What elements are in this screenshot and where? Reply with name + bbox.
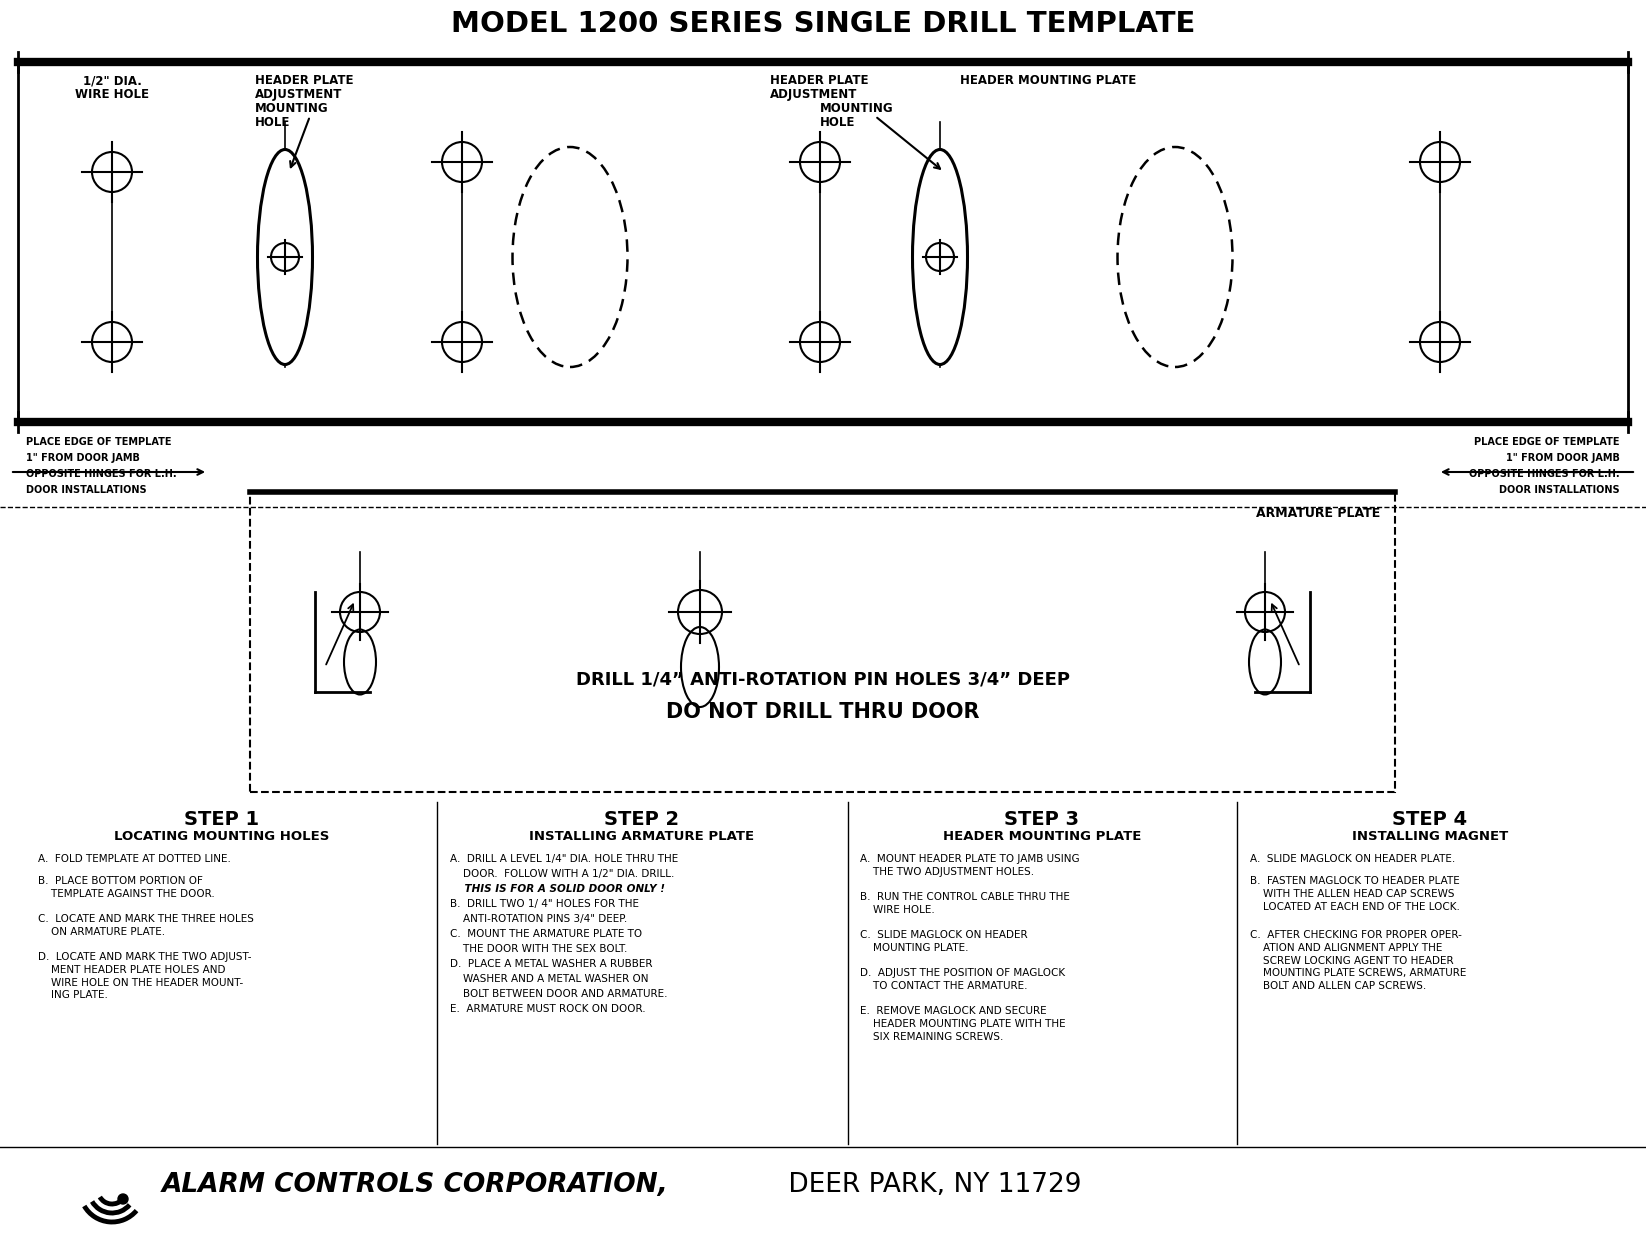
Text: ALARM CONTROLS CORPORATION,: ALARM CONTROLS CORPORATION, xyxy=(161,1172,668,1198)
Text: ANTI-ROTATION PINS 3/4" DEEP.: ANTI-ROTATION PINS 3/4" DEEP. xyxy=(449,914,627,924)
Text: ADJUSTMENT: ADJUSTMENT xyxy=(255,88,342,101)
Text: STEP 4: STEP 4 xyxy=(1393,810,1468,829)
Text: 1/2" DIA.: 1/2" DIA. xyxy=(82,74,142,86)
Text: THE DOOR WITH THE SEX BOLT.: THE DOOR WITH THE SEX BOLT. xyxy=(449,944,627,954)
Text: A.  FOLD TEMPLATE AT DOTTED LINE.: A. FOLD TEMPLATE AT DOTTED LINE. xyxy=(38,854,230,864)
Text: DRILL 1/4” ANTI-ROTATION PIN HOLES 3/4” DEEP: DRILL 1/4” ANTI-ROTATION PIN HOLES 3/4” … xyxy=(576,671,1070,689)
Text: A.  DRILL A LEVEL 1/4" DIA. HOLE THRU THE: A. DRILL A LEVEL 1/4" DIA. HOLE THRU THE xyxy=(449,854,678,864)
Text: INSTALLING MAGNET: INSTALLING MAGNET xyxy=(1351,830,1508,843)
Text: 1" FROM DOOR JAMB: 1" FROM DOOR JAMB xyxy=(1506,453,1620,463)
Text: D.  PLACE A METAL WASHER A RUBBER: D. PLACE A METAL WASHER A RUBBER xyxy=(449,959,652,969)
Text: B.  PLACE BOTTOM PORTION OF
    TEMPLATE AGAINST THE DOOR.: B. PLACE BOTTOM PORTION OF TEMPLATE AGAI… xyxy=(38,876,214,899)
Text: C.  MOUNT THE ARMATURE PLATE TO: C. MOUNT THE ARMATURE PLATE TO xyxy=(449,929,642,939)
Text: HEADER MOUNTING PLATE: HEADER MOUNTING PLATE xyxy=(960,74,1136,86)
Text: ARMATURE PLATE: ARMATURE PLATE xyxy=(1256,507,1379,520)
Text: HOLE: HOLE xyxy=(255,116,290,129)
Text: BOLT BETWEEN DOOR AND ARMATURE.: BOLT BETWEEN DOOR AND ARMATURE. xyxy=(449,989,668,999)
Text: MOUNTING: MOUNTING xyxy=(255,101,329,115)
Text: A.  SLIDE MAGLOCK ON HEADER PLATE.: A. SLIDE MAGLOCK ON HEADER PLATE. xyxy=(1249,854,1455,864)
Text: DEER PARK, NY 11729: DEER PARK, NY 11729 xyxy=(780,1172,1081,1198)
Text: 1" FROM DOOR JAMB: 1" FROM DOOR JAMB xyxy=(26,453,140,463)
Text: STEP 3: STEP 3 xyxy=(1004,810,1080,829)
Text: C.  LOCATE AND MARK THE THREE HOLES
    ON ARMATURE PLATE.: C. LOCATE AND MARK THE THREE HOLES ON AR… xyxy=(38,914,253,936)
Text: DOOR INSTALLATIONS: DOOR INSTALLATIONS xyxy=(1500,485,1620,495)
Text: OPPOSITE HINGES FOR L.H.: OPPOSITE HINGES FOR L.H. xyxy=(26,470,176,480)
Text: LOCATING MOUNTING HOLES: LOCATING MOUNTING HOLES xyxy=(114,830,329,843)
Text: PLACE EDGE OF TEMPLATE: PLACE EDGE OF TEMPLATE xyxy=(1475,437,1620,447)
Bar xyxy=(18,63,1628,422)
Text: HOLE: HOLE xyxy=(820,116,856,129)
Text: HEADER MOUNTING PLATE: HEADER MOUNTING PLATE xyxy=(943,830,1141,843)
Text: E.  REMOVE MAGLOCK AND SECURE
    HEADER MOUNTING PLATE WITH THE
    SIX REMAINI: E. REMOVE MAGLOCK AND SECURE HEADER MOUN… xyxy=(859,1007,1065,1042)
Text: DOOR INSTALLATIONS: DOOR INSTALLATIONS xyxy=(26,485,146,495)
Text: STEP 1: STEP 1 xyxy=(184,810,260,829)
Text: WIRE HOLE: WIRE HOLE xyxy=(76,88,150,101)
Text: B.  DRILL TWO 1/ 4" HOLES FOR THE: B. DRILL TWO 1/ 4" HOLES FOR THE xyxy=(449,899,639,909)
Text: WASHER AND A METAL WASHER ON: WASHER AND A METAL WASHER ON xyxy=(449,974,649,984)
Circle shape xyxy=(119,1194,128,1204)
Text: D.  ADJUST THE POSITION OF MAGLOCK
    TO CONTACT THE ARMATURE.: D. ADJUST THE POSITION OF MAGLOCK TO CON… xyxy=(859,968,1065,990)
Bar xyxy=(250,492,1396,793)
Text: ADJUSTMENT: ADJUSTMENT xyxy=(770,88,858,101)
Text: MOUNTING: MOUNTING xyxy=(820,101,894,115)
Text: HEADER PLATE: HEADER PLATE xyxy=(255,74,354,86)
Text: OPPOSITE HINGES FOR L.H.: OPPOSITE HINGES FOR L.H. xyxy=(1470,470,1620,480)
Text: DOOR.  FOLLOW WITH A 1/2" DIA. DRILL.: DOOR. FOLLOW WITH A 1/2" DIA. DRILL. xyxy=(449,869,675,879)
Text: D.  LOCATE AND MARK THE TWO ADJUST-
    MENT HEADER PLATE HOLES AND
    WIRE HOL: D. LOCATE AND MARK THE TWO ADJUST- MENT … xyxy=(38,952,252,1000)
Text: B.  RUN THE CONTROL CABLE THRU THE
    WIRE HOLE.: B. RUN THE CONTROL CABLE THRU THE WIRE H… xyxy=(859,891,1070,915)
Text: THIS IS FOR A SOLID DOOR ONLY !: THIS IS FOR A SOLID DOOR ONLY ! xyxy=(449,884,665,894)
Text: DO NOT DRILL THRU DOOR: DO NOT DRILL THRU DOOR xyxy=(667,702,979,722)
Text: A.  MOUNT HEADER PLATE TO JAMB USING
    THE TWO ADJUSTMENT HOLES.: A. MOUNT HEADER PLATE TO JAMB USING THE … xyxy=(859,854,1080,876)
Text: PLACE EDGE OF TEMPLATE: PLACE EDGE OF TEMPLATE xyxy=(26,437,171,447)
Text: C.  SLIDE MAGLOCK ON HEADER
    MOUNTING PLATE.: C. SLIDE MAGLOCK ON HEADER MOUNTING PLAT… xyxy=(859,930,1027,953)
Text: B.  FASTEN MAGLOCK TO HEADER PLATE
    WITH THE ALLEN HEAD CAP SCREWS
    LOCATE: B. FASTEN MAGLOCK TO HEADER PLATE WITH T… xyxy=(1249,876,1460,911)
Text: MODEL 1200 SERIES SINGLE DRILL TEMPLATE: MODEL 1200 SERIES SINGLE DRILL TEMPLATE xyxy=(451,10,1195,38)
Text: C.  AFTER CHECKING FOR PROPER OPER-
    ATION AND ALIGNMENT APPLY THE
    SCREW : C. AFTER CHECKING FOR PROPER OPER- ATION… xyxy=(1249,930,1467,992)
Text: HEADER PLATE: HEADER PLATE xyxy=(770,74,869,86)
Text: INSTALLING ARMATURE PLATE: INSTALLING ARMATURE PLATE xyxy=(530,830,754,843)
Text: STEP 2: STEP 2 xyxy=(604,810,680,829)
Text: E.  ARMATURE MUST ROCK ON DOOR.: E. ARMATURE MUST ROCK ON DOOR. xyxy=(449,1004,645,1014)
